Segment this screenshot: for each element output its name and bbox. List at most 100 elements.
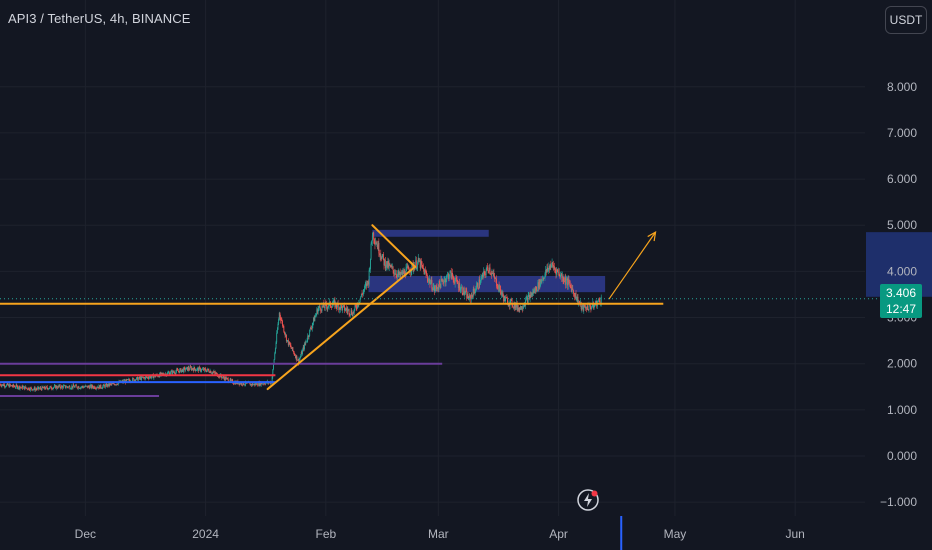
candle-body (58, 385, 60, 387)
candle-body (401, 271, 402, 274)
candle-body (137, 377, 139, 381)
price-axis[interactable]: −1.0000.0001.0002.0003.0004.0005.0006.00… (880, 80, 917, 509)
candle-body (197, 367, 199, 369)
candle-body (344, 305, 346, 311)
candle-body (340, 304, 342, 310)
candle-body (185, 367, 187, 370)
candle-body (437, 288, 439, 290)
candle-body (589, 304, 591, 306)
candle-body (429, 279, 431, 285)
candle-body (474, 291, 476, 294)
candle-body (556, 269, 558, 271)
price-tick-label: 6.000 (887, 172, 917, 186)
candle-body (149, 376, 151, 378)
candle-body (597, 300, 599, 303)
candle-body (558, 272, 560, 273)
candle-body (173, 372, 175, 374)
candle-body (530, 292, 532, 297)
candle-body (383, 258, 385, 266)
candle-body (465, 290, 467, 292)
candle-body (143, 376, 144, 378)
candle-body (284, 333, 286, 336)
candle-body (537, 282, 539, 291)
candle-body (155, 375, 157, 377)
candle-body (298, 358, 300, 364)
candle-body (468, 295, 470, 300)
candle-body (253, 383, 255, 385)
candle-body (560, 274, 561, 278)
candle-body (361, 293, 363, 295)
candle-body (318, 305, 320, 308)
candle-body (39, 387, 41, 389)
candle-body (200, 370, 202, 372)
candle-body (472, 295, 474, 298)
candle-body (313, 317, 315, 322)
candle-body (345, 308, 347, 311)
candle-body (189, 366, 191, 370)
candle-body (312, 322, 314, 326)
candle-body (70, 388, 72, 390)
candle-body (17, 385, 18, 389)
candle-body (571, 286, 572, 292)
candle-body (377, 244, 378, 249)
candle-body (421, 261, 422, 265)
candle-body (294, 354, 296, 356)
candle-body (50, 386, 52, 389)
candle-body (390, 265, 391, 267)
candle-body (309, 329, 311, 336)
candle-body (546, 267, 548, 273)
candle-body (521, 308, 523, 310)
candle-body (212, 372, 214, 374)
candle-body (374, 241, 376, 244)
candle-body (64, 385, 66, 388)
candle-body (203, 368, 205, 371)
candle-body (285, 334, 287, 336)
candle-body (342, 305, 344, 311)
candle-body (280, 320, 282, 321)
candle-body (455, 277, 457, 280)
candle-body (562, 275, 564, 281)
candle-body (327, 307, 329, 309)
candle-body (260, 382, 262, 386)
candle-body (227, 378, 229, 379)
candle-body (454, 280, 456, 284)
candle-body (128, 379, 130, 381)
drawing-lines[interactable] (0, 224, 880, 397)
candle-body (382, 254, 384, 257)
candle-body (415, 260, 417, 269)
candle-body (22, 386, 24, 389)
candle-body (512, 306, 514, 308)
candle-body (79, 388, 81, 389)
candle-body (105, 383, 107, 385)
candle-body (477, 283, 479, 289)
candle-body (45, 386, 47, 390)
candle-body (384, 259, 386, 266)
candle-body (69, 386, 71, 389)
currency-unit-button[interactable]: USDT (885, 6, 927, 34)
candle-body (73, 386, 75, 388)
candle-body (192, 368, 194, 370)
candle-body (561, 275, 563, 278)
symbol-title[interactable]: API3 / TetherUS, 4h, BINANCE (8, 11, 191, 26)
candle-body (551, 262, 553, 266)
candle-body (136, 377, 138, 378)
candle-body (339, 307, 341, 310)
candle-body (583, 304, 585, 308)
candle-body (34, 387, 36, 391)
candle-body (556, 269, 558, 275)
candle-body (101, 387, 103, 389)
candle-body (278, 312, 280, 320)
lightning-icon[interactable] (577, 489, 599, 511)
candle-body (478, 279, 480, 289)
time-axis[interactable]: Dec 2024 Feb Mar Apr May Jun (75, 516, 805, 550)
candle-body (481, 276, 483, 279)
candle-body (95, 388, 97, 390)
candle-body (16, 384, 18, 386)
candle-body (188, 367, 190, 370)
candle-body (242, 381, 244, 385)
candle-body (326, 306, 328, 309)
candle-body (140, 377, 142, 380)
candle-body (103, 384, 105, 386)
candle-body (366, 281, 368, 287)
